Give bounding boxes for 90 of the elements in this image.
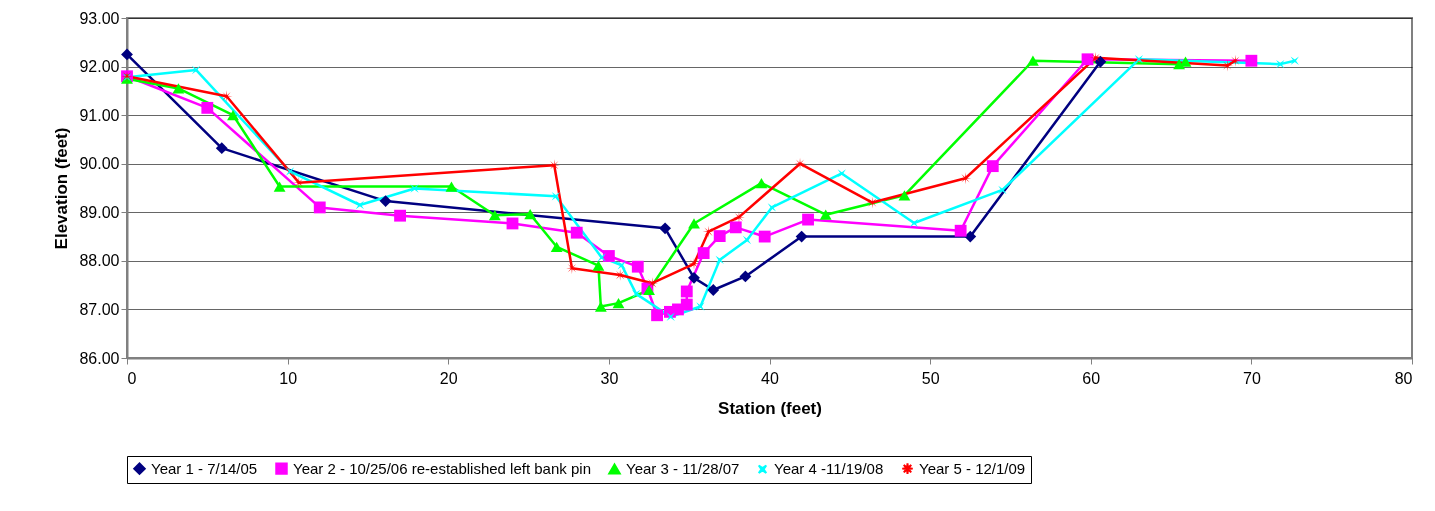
point [379,195,392,208]
legend-label: Year 5 - 12/1/09 [919,459,1026,477]
y-tick-label: 88.00 [79,252,120,270]
point [998,185,1007,195]
point [1134,55,1144,64]
point [1027,55,1039,66]
legend-label: Year 1 - 7/14/05 [151,459,258,477]
point [696,302,705,311]
point [837,169,846,178]
legend-label: Year 3 - 11/28/07 [626,459,740,477]
point [666,312,675,321]
point [688,218,700,229]
y-tick-label: 86.00 [79,349,120,367]
point [597,253,606,262]
x-tick-label: 20 [439,369,458,387]
x-tick-label: 40 [761,369,779,387]
y-tick-label: 91.00 [79,106,120,124]
point [570,226,583,239]
point [313,201,326,214]
y-tick-label: 89.00 [79,203,120,221]
point [688,271,700,284]
point [1276,59,1285,69]
point [550,241,563,252]
point [1245,54,1258,67]
point [488,210,501,221]
point [742,235,752,245]
point [659,222,672,235]
point [285,167,295,176]
point [795,230,808,243]
point [729,221,742,234]
point [1290,56,1299,65]
point [201,101,214,114]
point [651,309,663,322]
point [227,110,239,121]
point [394,209,406,222]
point [632,289,641,299]
x-tick-label: 50 [921,369,940,387]
point [602,250,615,262]
point [767,203,777,212]
point [964,230,977,243]
point [755,178,768,189]
point [680,285,693,298]
point [802,213,814,226]
point [680,298,693,311]
point [592,260,605,271]
x-tick-label: 80 [1394,369,1413,387]
point [121,48,133,61]
point [715,255,724,265]
point [551,192,561,201]
point [617,261,626,270]
point [355,200,365,210]
point [273,181,286,192]
y-tick-label: 87.00 [79,300,120,318]
legend-label: Year 4 -11/19/08 [774,460,884,478]
point [954,224,967,237]
y-axis-title: Elevation (feet) [52,127,72,250]
point [191,65,201,75]
x-tick-label: 10 [279,369,298,387]
point [524,209,537,220]
y-tick-label: 92.00 [79,58,120,76]
point [909,218,919,228]
point [758,230,771,243]
point [594,301,607,312]
point [631,260,644,273]
x-tick-label: 0 [127,369,137,387]
point [172,83,185,94]
x-tick-label: 30 [600,369,619,387]
point [1229,54,1242,67]
point [697,247,710,259]
x-tick-label: 60 [1082,369,1101,387]
point [410,184,419,193]
point [713,230,726,242]
y-tick-label: 90.00 [79,155,120,173]
x-tick-label: 70 [1242,369,1261,387]
point [1081,53,1094,66]
point [612,297,625,309]
point [866,196,879,209]
point [702,225,715,238]
point [739,270,752,283]
point [445,181,458,192]
point [819,209,832,220]
legend-label: Year 2 - 10/25/06 re-established left bank pin [293,459,591,477]
point [707,284,720,296]
x-axis-title: Station (feet) [718,398,822,418]
point [1094,55,1107,68]
point [959,172,972,185]
point [898,190,911,201]
y-tick-label: 93.00 [79,9,120,27]
point [215,142,228,155]
point [986,160,999,173]
